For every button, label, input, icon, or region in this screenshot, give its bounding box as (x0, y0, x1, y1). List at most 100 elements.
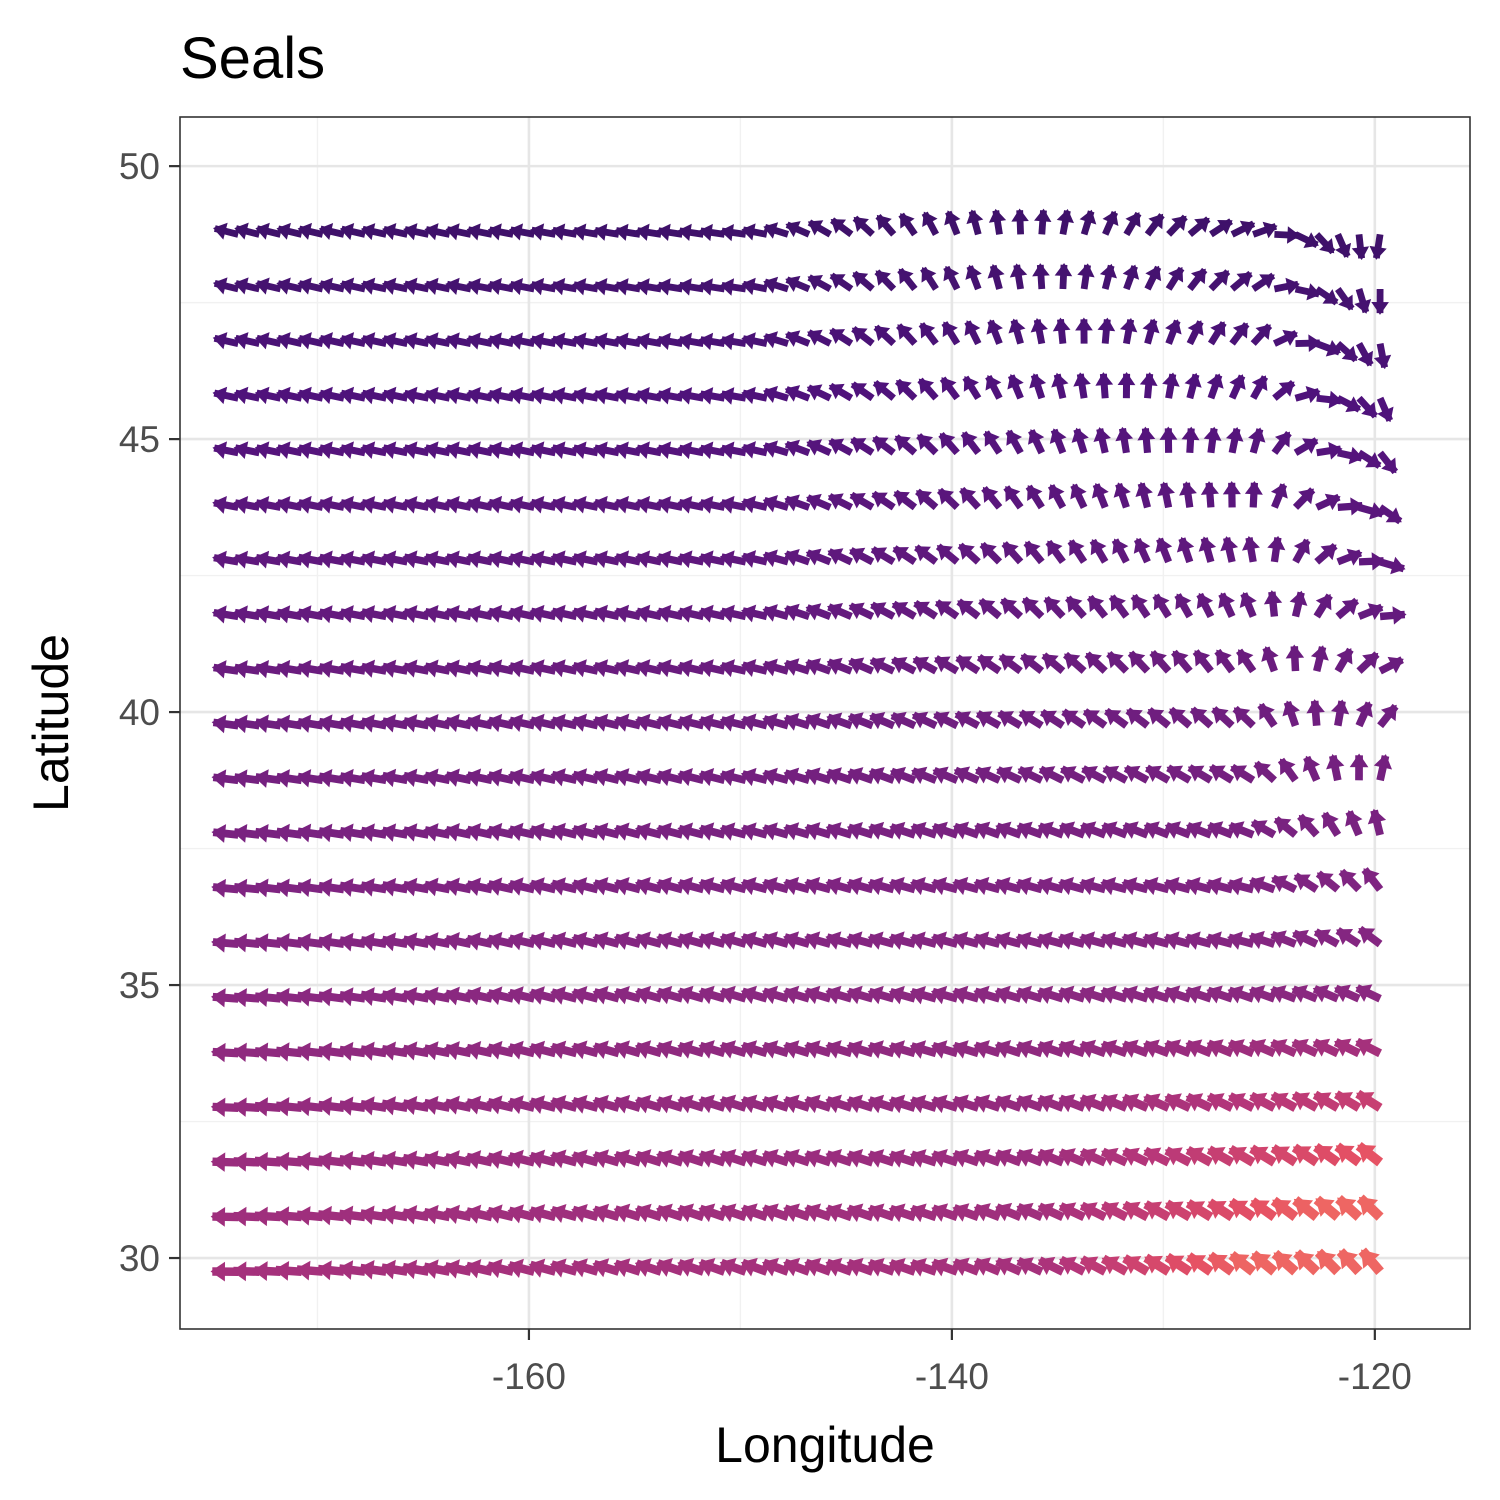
vector-arrowhead (592, 877, 609, 896)
vector-arrowhead (806, 384, 823, 401)
vector-arrowhead (1083, 710, 1100, 726)
vector-arrowhead (252, 1261, 268, 1281)
vector-arrowhead (719, 768, 736, 787)
vector-arrowhead (656, 985, 673, 1005)
vector-arrowhead (233, 550, 249, 569)
vector-arrowhead (402, 768, 418, 788)
vector-arrowhead (875, 270, 891, 286)
chart-title: Seals (180, 26, 325, 91)
vector-arrowhead (740, 1149, 758, 1168)
vector-arrowhead (233, 332, 249, 350)
vector-arrowhead (487, 550, 503, 569)
vector-arrowhead (634, 1203, 652, 1223)
vector-arrowhead (380, 1205, 396, 1225)
vector-arrowhead (1291, 984, 1309, 1003)
vector-arrowhead (232, 714, 248, 734)
vector-arrowhead (973, 1040, 990, 1059)
vector-arrowhead (740, 1257, 758, 1277)
vector-arrowhead (592, 1094, 609, 1114)
vector-arrowhead (846, 822, 863, 840)
vector-arrowhead (528, 1095, 546, 1114)
vector-arrowhead (656, 441, 672, 460)
vector-arrowhead (1079, 985, 1096, 1004)
vector-arrowhead (869, 657, 886, 674)
vector-arrowhead (635, 550, 651, 569)
vector-arrowhead (571, 1258, 588, 1278)
vector-arrowhead (656, 1203, 673, 1223)
vector-arrowhead (1044, 597, 1061, 614)
axes: -160 -140 -120 30 35 40 45 50 (119, 146, 1412, 1397)
vector-arrowhead (275, 769, 290, 788)
vector-arrowhead (914, 546, 931, 562)
vector-arrowhead (1165, 1255, 1185, 1274)
vector-arrowhead (380, 932, 397, 952)
vector-arrowhead (827, 548, 844, 565)
vector-arrowhead (210, 1207, 226, 1227)
vector-arrowhead (1020, 654, 1038, 671)
y-tick-label: 45 (119, 419, 160, 460)
vector-arrowhead (825, 876, 842, 896)
vector-arrowhead (572, 386, 587, 405)
vector-arrowhead (1236, 272, 1252, 288)
vector-arrowhead (1251, 820, 1268, 837)
vector-arrowhead (1302, 755, 1321, 773)
vector-arrowhead (529, 332, 545, 350)
vector-arrowhead (635, 332, 650, 351)
vector-arrowhead (635, 278, 650, 296)
vector-arrowhead (1181, 426, 1200, 441)
vector-arrowhead (465, 1150, 482, 1170)
vector-arrowhead (360, 386, 376, 405)
vector-arrowhead (1071, 427, 1089, 443)
vector-arrowhead (1227, 985, 1244, 1004)
vector-arrowhead (232, 878, 248, 898)
vector-arrowhead (1263, 590, 1283, 605)
vector-arrowhead (1291, 1038, 1309, 1057)
vector-arrowhead (1028, 429, 1045, 445)
vector-arrowhead (994, 1040, 1012, 1059)
vector-arrowhead (825, 1149, 843, 1168)
vector-arrowhead (358, 1259, 375, 1280)
vector-arrowhead (613, 1149, 631, 1169)
vector-arrowhead (1159, 426, 1178, 440)
vector-arrowhead (677, 387, 693, 405)
vector-arrowhead (1251, 375, 1268, 391)
vector-arrowhead (807, 329, 823, 346)
vector-arrowhead (804, 985, 821, 1005)
vector-arrowhead (740, 767, 757, 787)
vector-arrowhead (720, 223, 734, 242)
vector-arrowhead (973, 1148, 991, 1168)
vector-arrowhead (656, 223, 671, 242)
vector-arrowhead (698, 822, 715, 841)
vector-arrowhead (1314, 929, 1332, 947)
vector-arrowhead (635, 822, 651, 841)
vector-arrowhead (698, 931, 715, 950)
vector-arrowhead (1058, 821, 1076, 840)
vector-arrowhead (486, 1095, 503, 1115)
vector-arrowhead (1349, 753, 1369, 768)
vector-arrowhead (994, 1148, 1012, 1167)
vector-arrowhead (892, 547, 909, 563)
vector-arrowhead (486, 1040, 503, 1060)
vector-arrowhead (1184, 931, 1201, 950)
vector-arrowhead (401, 1205, 418, 1225)
vector-arrowhead (359, 1041, 375, 1061)
vector-arrowhead (1292, 1146, 1312, 1164)
vector-arrowhead (614, 332, 629, 350)
vector-arrowhead (1209, 765, 1226, 782)
vector-arrowhead (1233, 707, 1251, 724)
vector-arrowhead (1101, 821, 1118, 839)
vector-arrowhead (677, 278, 692, 296)
vector-arrowhead (1249, 1092, 1268, 1111)
vector-arrowhead (898, 268, 914, 285)
vector-arrowhead (1121, 985, 1138, 1004)
vector-arrowhead (867, 931, 884, 950)
vector-arrowhead (296, 550, 312, 569)
vector-arrowhead (698, 223, 713, 242)
vector-arrowhead (1330, 699, 1350, 715)
vector-arrowhead (763, 331, 779, 349)
vector-arrowhead (846, 1257, 864, 1277)
vector-arrowhead (872, 437, 889, 453)
vector-arrowhead (1292, 1092, 1311, 1111)
vector-arrowhead (1080, 821, 1097, 840)
vector-arrowhead (614, 550, 630, 569)
